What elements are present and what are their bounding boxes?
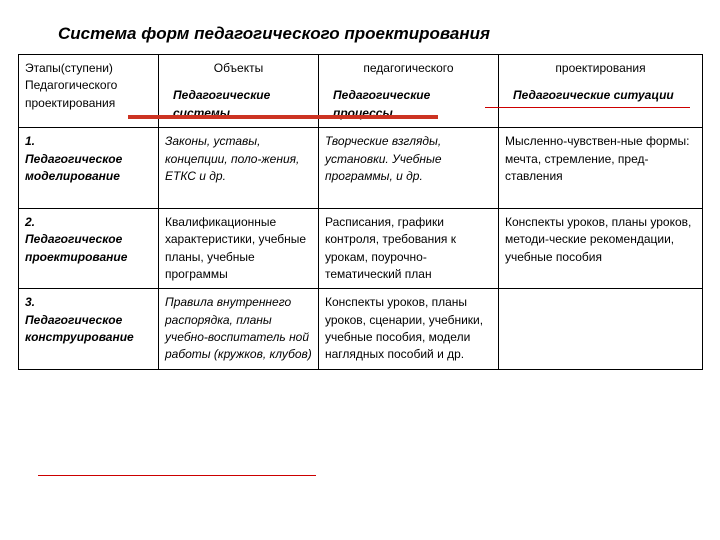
situations-cell: Конспекты уроков, планы уроков, методи-ч… bbox=[499, 208, 703, 289]
annotation-red-line-bottom bbox=[38, 475, 316, 476]
forms-table: Этапы(ступени) Педагогического проектиро… bbox=[18, 54, 703, 370]
annotation-red-bar bbox=[128, 115, 438, 119]
subheader-processes: Педагогические процессы bbox=[319, 82, 499, 127]
stage-cell: 2. Педагогическое проектирование bbox=[19, 208, 159, 289]
stages-l2: Педагогического bbox=[25, 78, 117, 92]
subheader-situations: Педагогические ситуации bbox=[499, 82, 703, 127]
stage-num: 1. bbox=[25, 134, 35, 148]
stage-name-l2: конструирование bbox=[25, 330, 134, 344]
stages-l3: проектирования bbox=[25, 96, 115, 110]
systems-cell: Правила внутреннего распорядка, планы уч… bbox=[159, 289, 319, 370]
processes-cell: Творческие взгляды, установки. Учебные п… bbox=[319, 128, 499, 209]
header-design: проектирования bbox=[499, 55, 703, 83]
stage-name-l1: Педагогическое bbox=[25, 232, 122, 246]
systems-cell: Квалификационные характеристики, учебные… bbox=[159, 208, 319, 289]
table-row: 1. Педагогическое моделирование Законы, … bbox=[19, 128, 703, 209]
stage-num: 2. bbox=[25, 215, 35, 229]
situations-cell: Мысленно-чувствен-ные формы: мечта, стре… bbox=[499, 128, 703, 209]
stage-num: 3. bbox=[25, 295, 35, 309]
table-row: 2. Педагогическое проектирование Квалифи… bbox=[19, 208, 703, 289]
stages-l1: Этапы(ступени) bbox=[25, 61, 113, 75]
stage-name-l1: Педагогическое bbox=[25, 152, 122, 166]
situations-cell bbox=[499, 289, 703, 370]
stage-name-l2: проектирование bbox=[25, 250, 127, 264]
processes-cell: Конспекты уроков, планы уроков, сценарии… bbox=[319, 289, 499, 370]
stage-cell: 3. Педагогическое конструирование bbox=[19, 289, 159, 370]
header-objects: Объекты bbox=[159, 55, 319, 83]
systems-cell: Законы, уставы, концепции, поло-жения, Е… bbox=[159, 128, 319, 209]
processes-cell: Расписания, графики контроля, требования… bbox=[319, 208, 499, 289]
stage-name-l2: моделирование bbox=[25, 169, 120, 183]
table-row: 3. Педагогическое конструирование Правил… bbox=[19, 289, 703, 370]
annotation-red-line-top bbox=[485, 107, 690, 108]
stage-cell: 1. Педагогическое моделирование bbox=[19, 128, 159, 209]
header-pedagogical: педагогического bbox=[319, 55, 499, 83]
page-title: Система форм педагогического проектирова… bbox=[0, 0, 720, 54]
stage-name-l1: Педагогическое bbox=[25, 313, 122, 327]
header-row-1: Этапы(ступени) Педагогического проектиро… bbox=[19, 55, 703, 83]
subheader-systems: Педагогические системы bbox=[159, 82, 319, 127]
